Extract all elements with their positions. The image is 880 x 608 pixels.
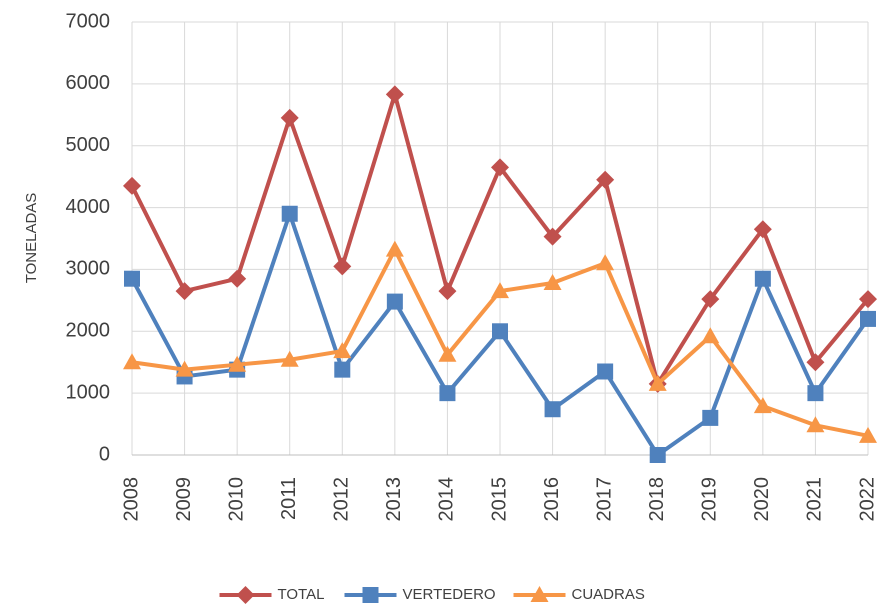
point-marker [491,158,509,177]
point-marker [386,293,403,310]
point-marker [385,85,404,104]
point-marker [438,282,457,301]
point-marker [649,447,666,463]
point-marker [334,361,351,378]
x-tick-label: 2011 [278,477,300,520]
point-marker [701,327,720,344]
x-tick-label: 2018 [646,477,668,522]
y-tick-label: 7000 [66,10,111,32]
point-marker [280,350,299,367]
x-tick-label: 2010 [225,477,247,522]
legend-marker [236,586,255,604]
point-marker [596,170,615,189]
point-marker [123,176,141,195]
x-tick-label: 2016 [541,477,563,522]
point-marker [597,363,614,380]
point-marker [807,385,824,402]
point-marker [333,342,352,359]
y-tick-label: 5000 [66,134,111,156]
point-marker [438,345,457,362]
y-tick-label: 4000 [66,196,111,218]
point-marker [333,257,352,276]
point-marker [806,416,825,433]
legend-label: CUADRAS [572,586,645,603]
point-marker [123,353,141,370]
point-marker [806,353,825,372]
point-marker [859,426,877,443]
point-marker [754,270,771,287]
x-tick-label: 2014 [436,477,458,522]
point-marker [753,397,772,414]
point-marker [860,310,876,327]
x-tick-label: 2009 [173,477,195,522]
point-marker [543,227,562,246]
x-tick-label: 2022 [856,477,878,522]
point-marker [491,282,509,299]
x-tick-label: 2019 [699,477,721,522]
point-marker [280,108,299,127]
point-marker [701,290,720,309]
point-marker [753,220,772,239]
point-marker [175,282,194,301]
legend-label: VERTEDERO [403,586,496,603]
x-tick-label: 2017 [593,477,615,522]
point-marker [859,290,877,309]
point-marker [281,205,298,222]
point-marker [543,274,562,291]
point-marker [439,385,456,402]
legend-label: TOTAL [278,586,325,603]
point-marker [492,323,508,340]
x-tick-label: 2008 [120,477,142,522]
point-marker [544,401,561,418]
y-tick-label: 6000 [66,72,111,94]
x-tick-label: 2020 [751,477,773,522]
point-marker [648,374,667,391]
point-marker [124,270,140,287]
point-marker [385,240,404,257]
y-tick-label: 1000 [66,381,111,403]
y-tick-label: 2000 [66,320,111,342]
legend-marker [362,587,379,603]
point-marker [702,409,719,426]
point-marker [175,360,194,377]
legend-marker [530,586,549,602]
point-marker [596,254,615,271]
x-tick-label: 2021 [804,477,826,522]
y-tick-label: 0 [99,443,110,465]
y-tick-label: 3000 [66,258,111,280]
x-tick-label: 2012 [331,477,353,522]
point-marker [228,269,247,288]
x-tick-label: 2013 [383,477,405,522]
y-axis-label: TONELADAS [23,193,40,284]
x-tick-label: 2015 [488,477,510,522]
point-marker [228,355,247,372]
